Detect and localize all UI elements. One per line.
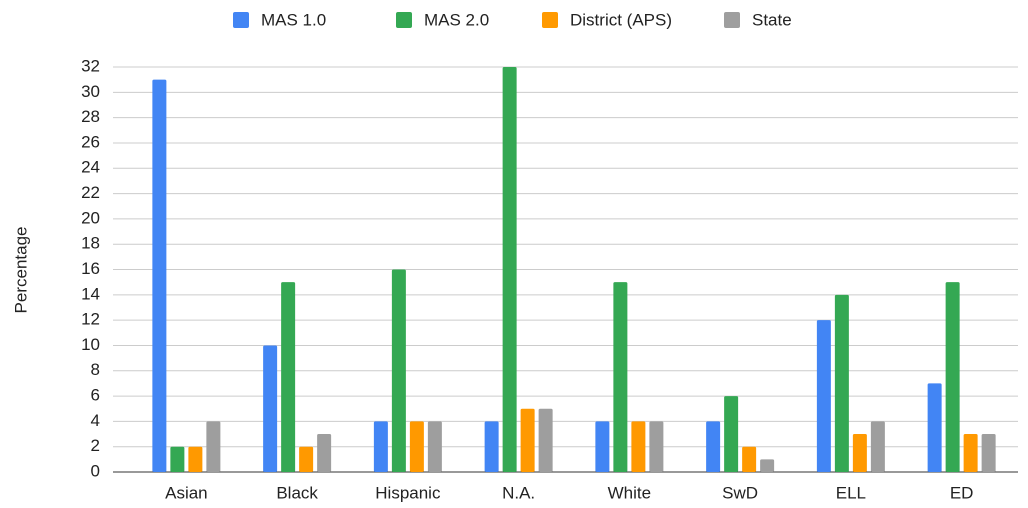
bar [484, 421, 499, 472]
legend-swatch [233, 12, 249, 28]
bar [945, 282, 960, 472]
bar [427, 421, 442, 472]
bar [188, 446, 203, 472]
bar [724, 396, 739, 472]
y-tick-label: 30 [81, 82, 100, 101]
bar [706, 421, 721, 472]
bar [963, 434, 978, 472]
legend-swatch [724, 12, 740, 28]
legend-label: District (APS) [570, 10, 672, 29]
y-tick-label: 0 [91, 461, 100, 480]
bar [649, 421, 664, 472]
legend-label: State [752, 10, 792, 29]
y-tick-label: 12 [81, 310, 100, 329]
y-tick-label: 16 [81, 259, 100, 278]
y-tick-label: 2 [91, 436, 100, 455]
legend-swatch [542, 12, 558, 28]
y-tick-label: 32 [81, 56, 100, 75]
bar [373, 421, 388, 472]
y-tick-label: 6 [91, 386, 100, 405]
x-tick-label: Asian [165, 483, 208, 502]
y-tick-label: 18 [81, 234, 100, 253]
bar [170, 446, 185, 472]
y-tick-label: 14 [81, 284, 100, 303]
x-tick-label: White [608, 483, 651, 502]
bar [206, 421, 221, 472]
y-tick-label: 22 [81, 183, 100, 202]
y-axis-label: Percentage [11, 227, 30, 314]
y-tick-label: 10 [81, 335, 100, 354]
x-tick-label: ED [950, 483, 974, 502]
x-tick-label: SwD [722, 483, 758, 502]
bar [595, 421, 610, 472]
bar [760, 459, 775, 472]
legend-swatch [396, 12, 412, 28]
bar [927, 383, 942, 472]
x-tick-label: ELL [836, 483, 866, 502]
bar [502, 67, 517, 472]
bar [281, 282, 296, 472]
x-tick-label: Hispanic [375, 483, 441, 502]
bar [981, 434, 996, 472]
y-tick-label: 20 [81, 208, 100, 227]
bar [391, 269, 406, 472]
bar [520, 408, 535, 472]
bar [631, 421, 646, 472]
y-tick-label: 28 [81, 107, 100, 126]
y-tick-label: 24 [81, 158, 100, 177]
bar [742, 446, 757, 472]
bar [409, 421, 424, 472]
y-tick-label: 26 [81, 132, 100, 151]
x-tick-label: Black [276, 483, 318, 502]
bar [299, 446, 314, 472]
bar [834, 294, 849, 472]
y-tick-label: 8 [91, 360, 100, 379]
bar [152, 79, 167, 472]
bar [816, 320, 831, 472]
legend-label: MAS 2.0 [424, 10, 489, 29]
bar [870, 421, 885, 472]
legend-label: MAS 1.0 [261, 10, 326, 29]
bar [538, 408, 553, 472]
bar [263, 345, 278, 472]
bar [613, 282, 628, 472]
bar [317, 434, 332, 472]
bar [852, 434, 867, 472]
x-tick-label: N.A. [502, 483, 535, 502]
y-tick-label: 4 [91, 411, 100, 430]
